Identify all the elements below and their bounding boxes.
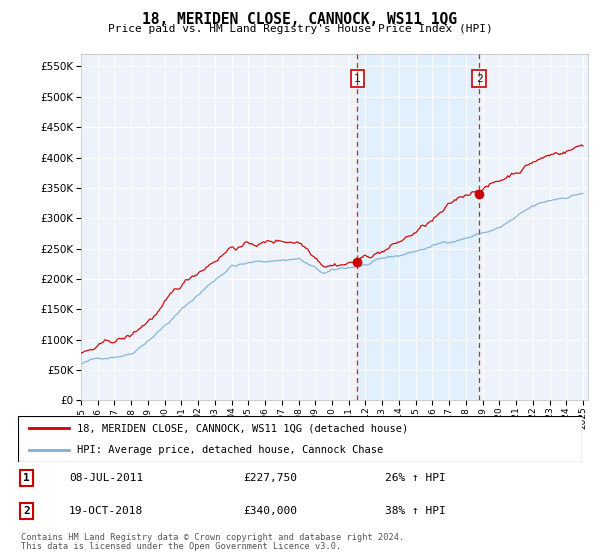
Text: 08-JUL-2011: 08-JUL-2011 (69, 473, 143, 483)
Text: Price paid vs. HM Land Registry's House Price Index (HPI): Price paid vs. HM Land Registry's House … (107, 24, 493, 34)
Text: 2: 2 (23, 506, 30, 516)
Text: 26% ↑ HPI: 26% ↑ HPI (385, 473, 445, 483)
Text: HPI: Average price, detached house, Cannock Chase: HPI: Average price, detached house, Cann… (77, 445, 383, 455)
Text: This data is licensed under the Open Government Licence v3.0.: This data is licensed under the Open Gov… (21, 542, 341, 551)
Text: £227,750: £227,750 (244, 473, 298, 483)
Text: 18, MERIDEN CLOSE, CANNOCK, WS11 1QG: 18, MERIDEN CLOSE, CANNOCK, WS11 1QG (143, 12, 458, 27)
Text: £340,000: £340,000 (244, 506, 298, 516)
Text: 19-OCT-2018: 19-OCT-2018 (69, 506, 143, 516)
Text: 1: 1 (354, 73, 361, 83)
Text: 1: 1 (23, 473, 30, 483)
Text: Contains HM Land Registry data © Crown copyright and database right 2024.: Contains HM Land Registry data © Crown c… (21, 533, 404, 542)
Text: 38% ↑ HPI: 38% ↑ HPI (385, 506, 445, 516)
Bar (358, 54, 479, 400)
Text: 18, MERIDEN CLOSE, CANNOCK, WS11 1QG (detached house): 18, MERIDEN CLOSE, CANNOCK, WS11 1QG (de… (77, 423, 409, 433)
Text: 2: 2 (476, 73, 482, 83)
